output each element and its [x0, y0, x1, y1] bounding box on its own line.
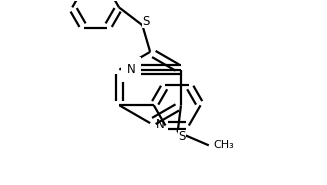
- Text: CH₃: CH₃: [213, 140, 234, 150]
- Text: N: N: [125, 62, 134, 75]
- Text: N: N: [127, 63, 135, 76]
- Text: S: S: [179, 130, 186, 143]
- Text: S: S: [142, 15, 149, 28]
- Text: N: N: [156, 118, 164, 131]
